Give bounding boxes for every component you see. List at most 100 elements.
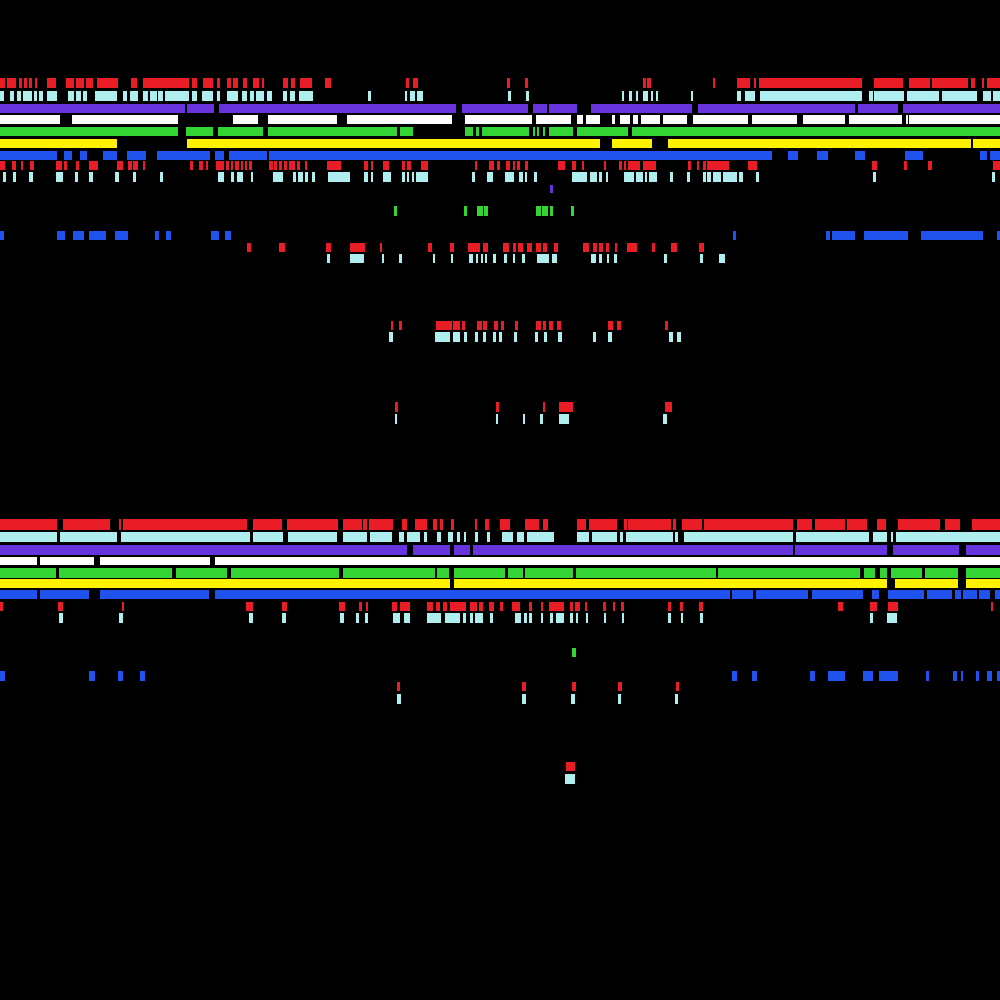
- blockB-cyan-sparse-segment: [570, 613, 573, 623]
- blockA-red-scatter-1-segment: [615, 243, 617, 252]
- blockA-red-scatter-1-segment: [518, 243, 523, 252]
- blockA-red-dense-segment: [19, 78, 22, 88]
- blockB-cyan-scatter-1-segment: [522, 694, 526, 704]
- blockA-red-scatter-1-segment: [627, 243, 637, 252]
- blockA-red-sparse-segment: [489, 161, 494, 170]
- blockA-cyan-scatter-1-segment: [522, 254, 525, 263]
- blockA-cyan-dense-segment: [17, 91, 21, 101]
- blockB-cyan-sparse-segment: [463, 613, 466, 623]
- blockB-red-sparse-segment: [246, 602, 253, 611]
- blockB-cyan-scatter-1-segment: [618, 694, 621, 704]
- blockA-cyan-scatter-2-segment: [669, 332, 673, 342]
- blockA-blue-sparse-segment: [921, 231, 983, 240]
- blockA-cyan-sparse-segment: [416, 172, 428, 182]
- blockA-white-bar-segment: [586, 115, 600, 124]
- blockB-cyan-dense-segment: [457, 532, 460, 542]
- blockA-red-dense-segment: [227, 78, 231, 88]
- blockA-white-bar-segment: [0, 115, 60, 124]
- blockB-red-sparse-segment: [122, 602, 124, 611]
- blockA-cyan-sparse-segment: [624, 172, 634, 182]
- blockB-green-bar-segment: [525, 568, 573, 578]
- blockA-red-dense-segment: [7, 78, 16, 88]
- blockB-red-dense-segment: [847, 519, 867, 530]
- blockA-yellow-bar-segment: [612, 139, 652, 148]
- blockB-red-dense-segment: [433, 519, 437, 530]
- blockA-cyan-dense-segment: [23, 91, 32, 101]
- blockA-cyan-dense-segment: [508, 91, 511, 101]
- blockA-cyan-scatter-2-segment: [475, 332, 478, 342]
- blockB-red-scatter-1-segment: [522, 682, 526, 691]
- blockA-cyan-sparse-segment: [645, 172, 647, 182]
- blockB-blue-sparse-segment: [953, 671, 957, 681]
- blockA-white-bar-segment: [752, 115, 797, 124]
- blockA-red-dense-segment: [982, 78, 984, 88]
- blockA-cyan-sparse-segment: [707, 172, 711, 182]
- blockA-cyan-sparse-segment: [231, 172, 234, 182]
- blockA-cyan-dense-segment: [907, 91, 939, 101]
- blockB-purple-bar-segment: [473, 545, 793, 555]
- blockA-red-sparse-segment: [226, 161, 229, 170]
- blockA-red-scatter-2-segment: [557, 321, 561, 330]
- blockA-red-sparse-segment: [89, 161, 98, 170]
- blockA-cyan-sparse-segment: [75, 172, 78, 182]
- blockA-blue-bar-segment: [157, 151, 210, 160]
- blockA-cyan-scatter-2-segment: [544, 332, 547, 342]
- blockB-red-dense-segment: [525, 519, 539, 530]
- blockA-red-scatter-1-segment: [527, 243, 532, 252]
- blockA-red-sparse-segment: [289, 161, 295, 170]
- blockB-red-dense-segment: [287, 519, 338, 530]
- blockB-cyan-sparse-segment: [119, 613, 123, 623]
- blockA-red-dense-segment: [300, 78, 312, 88]
- blockA-cyan-sparse-segment: [703, 172, 706, 182]
- blockA-red-dense-segment: [291, 78, 295, 88]
- blockA-red-scatter-2-segment: [494, 321, 498, 330]
- blockB-white-bar-segment: [215, 557, 1000, 565]
- blockB-cyan-sparse-segment: [475, 613, 483, 623]
- blockB-cyan-dense-segment: [592, 532, 617, 542]
- blockA-cyan-scatter-3-segment: [523, 414, 525, 424]
- blockB-cyan-dense-segment: [896, 532, 1000, 542]
- blockA-cyan-sparse-segment: [412, 172, 414, 182]
- blockB-cyan-sparse-segment: [470, 613, 473, 623]
- blockA-red-scatter-1-segment: [247, 243, 251, 252]
- blockA-red-dense-segment: [97, 78, 118, 88]
- blockA-blue-sparse-segment: [864, 231, 908, 240]
- blockA-blue-bar-segment: [215, 151, 224, 160]
- blockB-red-scatter-1-segment: [618, 682, 622, 691]
- blockA-cyan-dense-segment: [643, 91, 648, 101]
- blockB-cyan-scatter-1-segment: [397, 694, 401, 704]
- blockA-cyan-dense-segment: [745, 91, 755, 101]
- blockA-cyan-scatter-1-segment: [481, 254, 483, 263]
- blockB-cyan-sparse-segment: [550, 613, 553, 623]
- blockA-green-bar-segment: [465, 127, 473, 136]
- blockB-blue-sparse-segment: [879, 671, 898, 681]
- blockA-cyan-dense-segment: [130, 91, 138, 101]
- blockB-red-dense-segment: [673, 519, 676, 530]
- blockA-cyan-dense-segment: [299, 91, 313, 101]
- blockA-cyan-dense-segment: [417, 91, 423, 101]
- blockA-cyan-scatter-1-segment: [327, 254, 330, 263]
- blockA-red-dense-segment: [35, 78, 37, 88]
- blockA-cyan-sparse-segment: [328, 172, 350, 182]
- blockA-cyan-scatter-1-segment: [433, 254, 435, 263]
- blockA-cyan-scatter-1-segment: [700, 254, 703, 263]
- blockA-white-bar-segment: [536, 115, 571, 124]
- blockB-cyan-dense-segment: [424, 532, 427, 542]
- blockA-white-bar-segment: [906, 115, 908, 124]
- blockA-red-dense-segment: [932, 78, 968, 88]
- blockA-blue-sparse-segment: [89, 231, 106, 240]
- blockA-red-sparse-segment: [525, 161, 528, 170]
- blockA-cyan-scatter-1-segment: [599, 254, 602, 263]
- blockA-red-dense-segment: [66, 78, 74, 88]
- blockB-red-scatter-1-segment: [572, 682, 576, 691]
- blockA-red-dense-segment: [507, 78, 510, 88]
- blockB-red-scatter-1-segment: [676, 682, 679, 691]
- blockA-white-bar-segment: [803, 115, 845, 124]
- blockB-red-sparse-segment: [680, 602, 683, 611]
- blockB-blue-bar-segment: [215, 590, 730, 599]
- blockA-cyan-dense-segment: [636, 91, 638, 101]
- blockA-purple-bar-segment: [591, 104, 692, 113]
- blockA-red-sparse-segment: [76, 161, 79, 170]
- blockB-red-dense-segment: [440, 519, 443, 530]
- blockA-green-bar-segment: [533, 127, 535, 136]
